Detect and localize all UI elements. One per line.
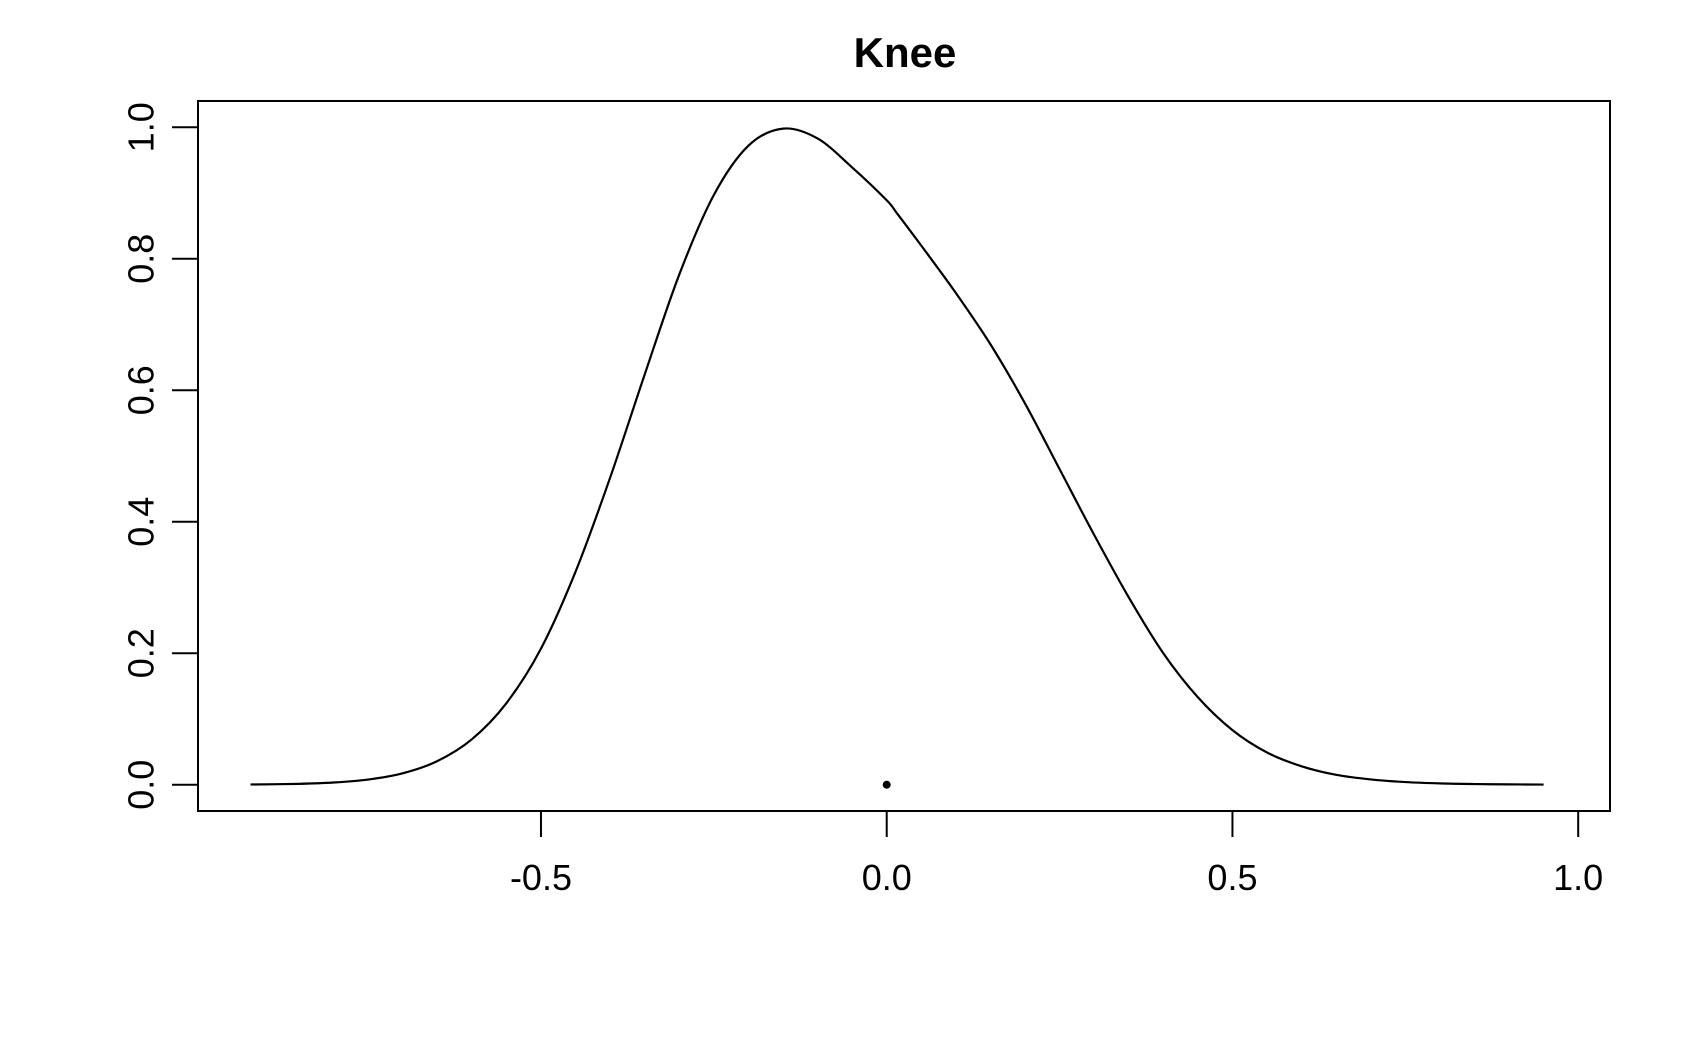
data-point bbox=[882, 780, 891, 789]
x-axis: -0.5 0.0 0.5 1.0 bbox=[510, 810, 1603, 898]
y-tick-label: 0.8 bbox=[121, 234, 162, 284]
y-axis: 0.0 0.2 0.4 0.6 0.8 1.0 bbox=[121, 102, 199, 810]
y-tick-label: 0.6 bbox=[121, 365, 162, 415]
y-tick-label: 1.0 bbox=[121, 102, 162, 152]
density-curve-line bbox=[250, 127, 1544, 786]
y-tick-label: 0.4 bbox=[121, 497, 162, 547]
x-tick-label: 0.0 bbox=[862, 857, 912, 898]
y-tick-label: 0.0 bbox=[121, 760, 162, 810]
y-tick-label: 0.2 bbox=[121, 628, 162, 678]
chart-title: Knee bbox=[854, 29, 957, 76]
x-tick-label: 0.5 bbox=[1207, 857, 1257, 898]
data-points bbox=[882, 780, 891, 789]
x-tick-label: 1.0 bbox=[1553, 857, 1603, 898]
plot-frame bbox=[197, 100, 1611, 812]
x-tick-label: -0.5 bbox=[510, 857, 572, 898]
